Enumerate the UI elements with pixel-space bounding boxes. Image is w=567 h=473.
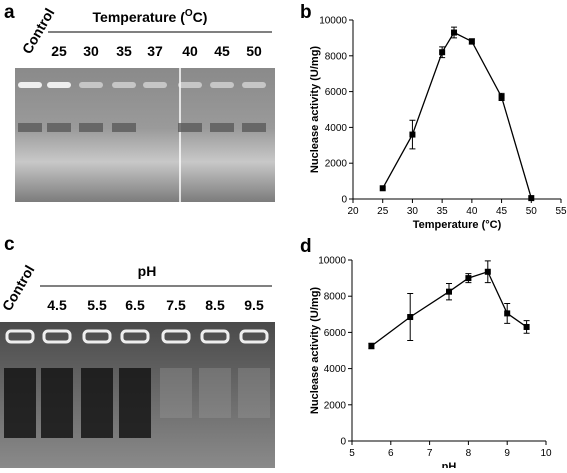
y-tick-label: 6000 bbox=[324, 328, 347, 339]
gel-band bbox=[18, 123, 42, 132]
data-point bbox=[498, 93, 505, 100]
gel-well bbox=[120, 329, 150, 344]
gel-band bbox=[112, 123, 136, 132]
y-tick-label: 6000 bbox=[325, 87, 348, 98]
gel-smear bbox=[4, 368, 36, 438]
gel-band bbox=[47, 123, 71, 132]
gel-well bbox=[82, 329, 112, 344]
x-axis-title: Temperature (°C) bbox=[413, 219, 502, 231]
lane-label: 45 bbox=[214, 43, 230, 59]
panel-letter: a bbox=[4, 2, 15, 23]
gel-band bbox=[79, 123, 103, 132]
x-tick-label: 40 bbox=[466, 206, 478, 217]
y-axis-title: Nuclease activity (U/mg) bbox=[309, 46, 321, 173]
x-axis-title: pH bbox=[442, 461, 457, 468]
gel-well bbox=[210, 82, 234, 88]
data-point bbox=[446, 288, 452, 295]
data-point bbox=[368, 342, 375, 349]
x-tick-label: 25 bbox=[377, 206, 389, 217]
x-tick-label: 10 bbox=[540, 448, 552, 459]
gel-smear bbox=[119, 368, 151, 438]
lane-label: 7.5 bbox=[166, 297, 186, 313]
x-tick-label: 20 bbox=[347, 206, 359, 217]
data-point bbox=[465, 275, 472, 282]
gel-band bbox=[210, 123, 234, 132]
y-tick-label: 0 bbox=[341, 195, 347, 206]
y-tick-label: 0 bbox=[340, 437, 346, 448]
data-point bbox=[468, 38, 475, 45]
gel-well bbox=[5, 329, 35, 344]
lane-label: 6.5 bbox=[125, 297, 145, 313]
data-point bbox=[523, 323, 530, 330]
gel-well bbox=[161, 329, 191, 344]
x-tick-label: 55 bbox=[555, 206, 567, 217]
data-point bbox=[484, 268, 491, 275]
gel-well bbox=[143, 82, 167, 88]
x-tick-label: 8 bbox=[466, 448, 472, 459]
gel-well bbox=[242, 82, 266, 88]
lane-label: 9.5 bbox=[244, 297, 264, 313]
gel-smear bbox=[160, 368, 192, 418]
y-tick-label: 4000 bbox=[324, 364, 347, 375]
lane-label: 30 bbox=[83, 43, 99, 59]
lane-label: 50 bbox=[246, 43, 262, 59]
gel-well bbox=[47, 82, 71, 88]
panel-letter: c bbox=[4, 234, 15, 255]
y-tick-label: 2000 bbox=[325, 159, 348, 170]
gel-well bbox=[178, 82, 202, 88]
lane-label: 8.5 bbox=[205, 297, 225, 313]
data-point bbox=[451, 29, 458, 36]
gel-band bbox=[178, 123, 202, 132]
lane-label: Control bbox=[0, 262, 37, 313]
x-tick-label: 45 bbox=[496, 206, 508, 217]
x-tick-label: 5 bbox=[349, 448, 355, 459]
y-axis-title: Nuclease activity (U/mg) bbox=[309, 287, 321, 414]
gel-well bbox=[18, 82, 42, 88]
data-point bbox=[528, 195, 535, 202]
x-tick-label: 35 bbox=[437, 206, 449, 217]
data-point bbox=[379, 185, 386, 192]
gel-smear bbox=[199, 368, 231, 418]
data-point bbox=[439, 49, 446, 56]
x-tick-label: 30 bbox=[407, 206, 419, 217]
panel-letter: d bbox=[300, 236, 312, 257]
y-tick-label: 2000 bbox=[324, 400, 347, 411]
lane-label: 4.5 bbox=[47, 297, 67, 313]
gel-header: Temperature (OC) bbox=[93, 8, 208, 25]
lane-label: 37 bbox=[147, 43, 163, 59]
gel-image bbox=[15, 68, 275, 202]
x-tick-label: 6 bbox=[388, 448, 394, 459]
x-tick-label: 7 bbox=[427, 448, 433, 459]
x-tick-label: 9 bbox=[504, 448, 510, 459]
lane-label: 40 bbox=[182, 43, 198, 59]
gel-well bbox=[42, 329, 72, 344]
gel-well bbox=[79, 82, 103, 88]
y-tick-label: 8000 bbox=[325, 51, 348, 62]
lane-label: 35 bbox=[116, 43, 132, 59]
lane-label: 25 bbox=[51, 43, 67, 59]
gel-well bbox=[239, 329, 269, 344]
panel-letter: b bbox=[300, 2, 312, 23]
y-tick-label: 8000 bbox=[324, 292, 347, 303]
data-point bbox=[407, 314, 414, 321]
gel-well bbox=[112, 82, 136, 88]
gel-well bbox=[200, 329, 230, 344]
lane-label: 5.5 bbox=[87, 297, 107, 313]
y-tick-label: 10000 bbox=[318, 256, 346, 267]
y-tick-label: 4000 bbox=[325, 123, 348, 134]
gel-header: pH bbox=[138, 263, 157, 279]
gel-smear bbox=[41, 368, 73, 438]
gel-band bbox=[242, 123, 266, 132]
gel-smear bbox=[238, 368, 270, 418]
data-line bbox=[382, 31, 532, 199]
gel-smear bbox=[81, 368, 113, 438]
data-point bbox=[504, 310, 511, 317]
x-tick-label: 50 bbox=[526, 206, 538, 217]
y-tick-label: 10000 bbox=[319, 16, 347, 27]
data-point bbox=[409, 131, 416, 138]
data-line bbox=[371, 270, 527, 347]
